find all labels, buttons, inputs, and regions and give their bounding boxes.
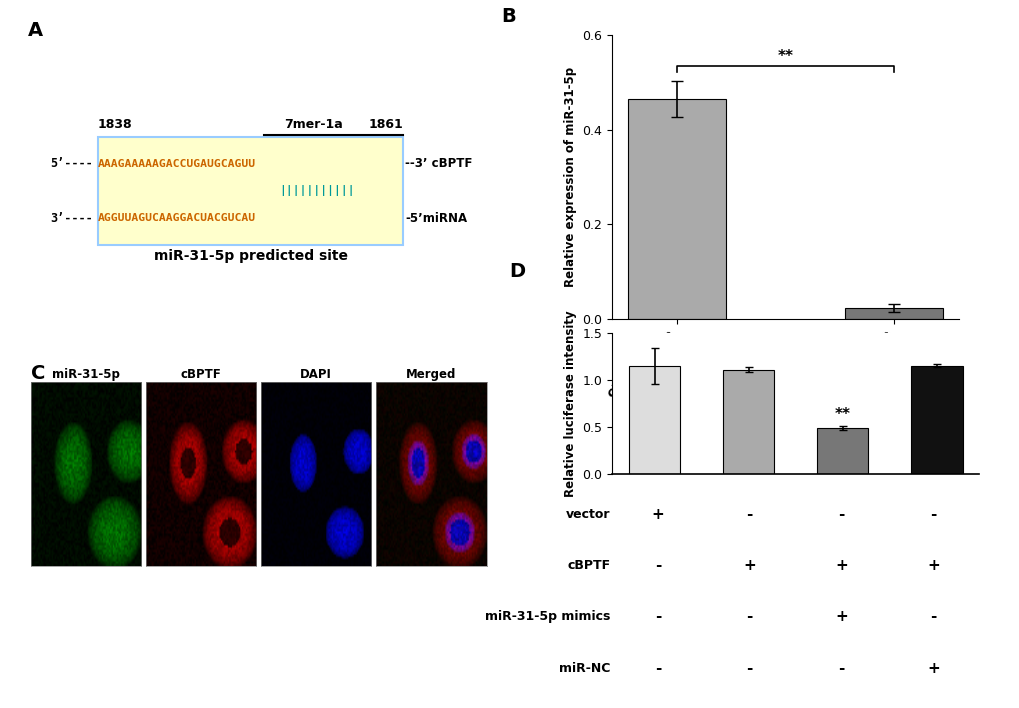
Text: **: **	[776, 49, 793, 64]
Bar	[910, 366, 962, 474]
Title: DAPI: DAPI	[300, 368, 332, 381]
Text: -: -	[838, 661, 844, 675]
Title: miR-31-5p: miR-31-5p	[52, 368, 119, 381]
Text: +: +	[743, 558, 755, 573]
Text: --3’ cBPTF: --3’ cBPTF	[405, 157, 472, 170]
Text: -: -	[746, 661, 752, 675]
Text: -: -	[654, 558, 660, 573]
Text: C: C	[31, 365, 45, 384]
Bar	[845, 308, 943, 319]
Text: miR-NC: miR-NC	[558, 662, 609, 675]
Bar	[628, 366, 680, 474]
Text: -5’miRNA: -5’miRNA	[405, 212, 467, 224]
Text: 3’----: 3’----	[51, 212, 94, 224]
Text: +: +	[651, 507, 663, 522]
Text: -: -	[746, 507, 752, 522]
Text: miR-31-5p predicted site: miR-31-5p predicted site	[154, 249, 347, 263]
Text: AAAGAAAAAGACCUGAUGCAGUU: AAAGAAAAAGACCUGAUGCAGUU	[98, 159, 256, 169]
Text: 5’----: 5’----	[51, 157, 94, 170]
Text: miR-31-5p mimics: miR-31-5p mimics	[484, 610, 609, 623]
FancyBboxPatch shape	[98, 137, 403, 245]
Text: -: -	[654, 661, 660, 675]
Text: +: +	[835, 558, 847, 573]
Text: |||||||||||: |||||||||||	[279, 185, 355, 196]
Text: vector: vector	[566, 508, 609, 520]
Text: **: **	[834, 407, 850, 423]
Text: B: B	[500, 7, 516, 26]
Text: -: -	[746, 610, 752, 624]
Text: -: -	[929, 610, 935, 624]
Text: -: -	[654, 610, 660, 624]
Bar	[627, 99, 725, 319]
Text: D: D	[508, 262, 525, 281]
Text: AGGUUAGUCAAGGACUACGUCAU: AGGUUAGUCAAGGACUACGUCAU	[98, 213, 256, 223]
Title: cBPTF: cBPTF	[180, 368, 221, 381]
Text: +: +	[926, 558, 938, 573]
Title: Merged: Merged	[406, 368, 457, 381]
Y-axis label: Relative expression of miR-31-5p: Relative expression of miR-31-5p	[564, 67, 576, 287]
Text: cBPTF: cBPTF	[567, 559, 609, 572]
Text: +: +	[835, 610, 847, 624]
Text: A: A	[29, 21, 44, 40]
Y-axis label: Relative luciferase intensity: Relative luciferase intensity	[564, 310, 576, 497]
Text: +: +	[926, 661, 938, 675]
Bar	[722, 370, 773, 474]
Text: -: -	[929, 507, 935, 522]
Text: 7mer-1a: 7mer-1a	[283, 118, 342, 132]
Text: 1861: 1861	[368, 118, 403, 132]
Bar	[816, 428, 867, 474]
Text: -: -	[838, 507, 844, 522]
Text: 1838: 1838	[98, 118, 132, 132]
